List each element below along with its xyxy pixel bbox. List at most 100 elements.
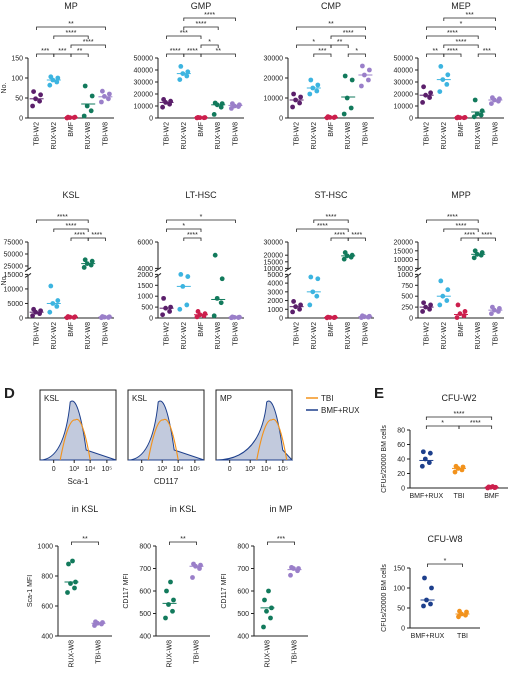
y-tick-label: 4000 [137,266,153,273]
data-point [198,562,203,568]
category-label: RUX-W8 [345,122,352,150]
y-tick-label: 20000 [264,253,284,260]
y-tick-label: 0 [409,116,413,123]
data-point [106,96,111,102]
category-label: RUX-W8 [215,322,222,350]
significance-bracket [53,35,89,39]
chart-cfu-w2: 0 20 40 60 80 CFU-W2 CFUs/20000 BM cells BMF+RU… [381,393,508,500]
data-point [478,112,484,118]
data-point [290,104,295,110]
y-tick-label: 0 [149,116,153,123]
data-point [342,73,348,79]
significance-label: **** [351,232,362,239]
data-point [454,315,460,320]
significance-bracket [477,237,496,241]
chart-title: MP [64,1,78,11]
y-tick-label: 50 [15,96,23,103]
data-point [428,90,433,96]
significance-label: *** [58,48,66,55]
data-point [38,92,43,98]
data-point [307,91,313,97]
data-point [72,585,77,591]
category-label: TBI-W2 [294,122,301,146]
y-tick-label: 150 [11,56,23,63]
significance-bracket [313,219,349,223]
y-tick-label: 750 [401,283,413,290]
category-label: TBI-W8 [232,122,239,146]
y-axis-label: Sca-1 MFI [27,575,34,607]
chart-sca1: 400 600 800 1000 in KSL Sca-1 MFI RUX-W8 TBI-W8… [27,504,112,668]
y-tick-label: 4000 [267,281,283,288]
y-tick-label: 10000 [134,104,154,111]
significance-label: **** [464,232,475,239]
y-tick-label: 150 [393,566,405,573]
significance-label: * [200,214,203,221]
data-point [160,104,166,110]
chart-title: GMP [191,1,212,11]
x-tick-label: 10⁴ [261,466,272,473]
histogram-corner-label: KSL [132,394,148,403]
y-tick-label: 10000 [264,96,284,103]
category-label: BMF [458,322,465,337]
significance-label: * [208,39,211,46]
significance-bracket [443,228,479,232]
y-tick-label: 1000 [37,544,53,551]
y-tick-label: 20000 [264,76,284,83]
category-label: RUX-W2 [181,122,188,150]
data-point [297,306,302,312]
data-point [427,306,432,312]
significance-label: * [441,420,444,427]
data-point [191,561,196,567]
data-point [428,601,433,607]
category-label: RUX-W8 [215,122,222,150]
significance-label: ** [77,48,83,55]
legend-label-tbi: TBI [321,394,333,403]
data-point [437,302,443,308]
y-tick-label: 20000 [394,92,414,99]
chart-title: CFU-W2 [442,393,477,403]
significance-bracket [426,26,496,30]
category-label: BMF+RUX [411,633,445,640]
y-tick-label: 3000 [267,289,283,296]
chart-cd117ksl: 400 500 600 700 800 in KSL CD117 MFI RUX-W8 TBI-… [123,504,210,668]
category-label: TBI-W8 [362,122,369,146]
category-label: BMF [328,122,335,137]
data-point [360,63,365,69]
category-label: BMF [198,122,205,137]
data-point [457,311,463,317]
y-tick-label: 50000 [134,56,154,63]
significance-label: **** [326,214,337,221]
category-label: RUX-W8 [69,640,76,668]
y-tick-label: 5000 [7,301,23,308]
y-axis-label: CFUs/20000 BM cells [381,425,388,493]
significance-label: * [444,558,447,565]
data-point [455,302,461,308]
x-tick-label: 0 [52,466,56,473]
data-point [54,303,60,309]
data-point [214,295,220,301]
category-label: BMF [484,493,499,500]
significance-bracket [296,26,366,30]
data-point [427,450,433,456]
significance-label: * [355,48,358,55]
y-tick-label: 700 [237,566,249,573]
significance-bracket [458,425,493,429]
data-point [168,304,174,310]
panel-letter-e: E [374,385,384,402]
data-point [444,82,450,87]
y-tick-label: 20 [397,471,405,478]
significance-bracket [36,219,89,223]
y-tick-label: 20000 [394,240,414,247]
significance-bracket [183,17,236,21]
significance-bracket [330,44,349,48]
significance-label: *** [318,48,326,55]
data-point [426,460,432,466]
data-point [37,98,42,104]
histogram-2: KSL 0 10³ 10⁴ 10⁵ CD117 [127,389,205,486]
category-label: RUX-W2 [51,122,58,150]
data-point [474,111,480,117]
chart-cmp: 0 10000 20000 30000 CMP TBI-W2 RUX-W2 BMF RUX-W8… [264,1,374,150]
data-point [421,603,426,609]
y-tick-label: 100 [11,76,23,83]
data-point [344,95,350,101]
